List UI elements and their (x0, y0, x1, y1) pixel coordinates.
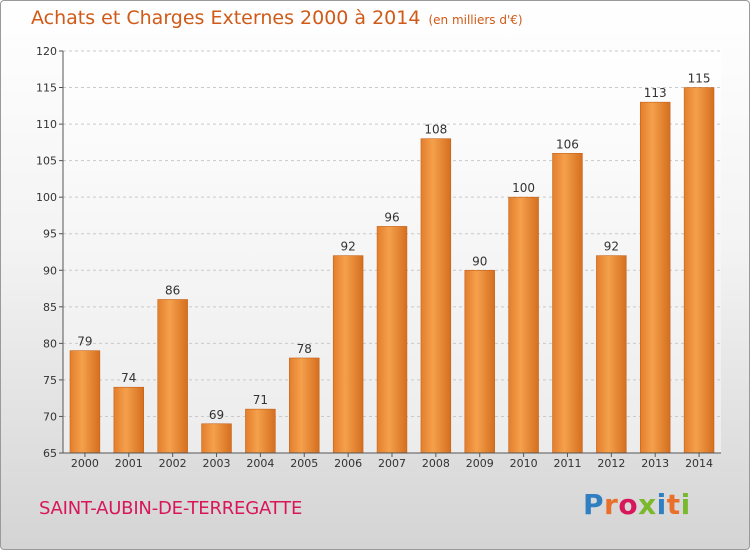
y-tick-label: 70 (43, 410, 57, 423)
bar-2013 (639, 101, 671, 454)
data-label: 108 (424, 123, 447, 137)
y-tick-label: 120 (36, 45, 57, 58)
x-tick-label: 2008 (422, 457, 450, 470)
logo-letter: t (666, 488, 681, 521)
bar-2008 (420, 138, 452, 454)
data-label: 79 (77, 335, 92, 349)
data-label: 92 (604, 240, 619, 254)
x-tick-label: 2000 (71, 457, 99, 470)
y-tick-label: 85 (43, 301, 57, 314)
x-tick-label: 2001 (115, 457, 143, 470)
bars-layer (69, 87, 715, 454)
x-tick-label: 2004 (246, 457, 274, 470)
data-label: 78 (297, 342, 312, 356)
title-text: Achats et Charges Externes 2000 à 2014 (31, 7, 421, 29)
data-label: 86 (165, 284, 180, 298)
axis-layer: 65 70 75 80 85 90 95 100 105 110 115 120 2000 2001 200… (36, 45, 721, 470)
x-tick-label: 2011 (553, 457, 581, 470)
x-tick-label: 2006 (334, 457, 362, 470)
town-name: SAINT-AUBIN-DE-TERREGATTE (39, 498, 303, 519)
bar-2006 (332, 255, 364, 454)
chart-subtitle: (en milliers d'€) (428, 13, 523, 27)
data-label: 106 (556, 137, 579, 151)
x-tick-label: 2013 (641, 457, 669, 470)
x-tick-label: 2005 (290, 457, 318, 470)
logo-letter: x (638, 488, 657, 521)
x-tick-label: 2014 (685, 457, 713, 470)
bar-2010 (508, 196, 539, 454)
bar-2001 (113, 386, 145, 454)
logo-letter: i (680, 488, 691, 521)
bar-2003 (201, 423, 232, 454)
bar-2004 (245, 408, 276, 454)
y-tick-label: 110 (36, 118, 57, 131)
data-label: 74 (121, 371, 136, 385)
data-label: 90 (472, 254, 487, 268)
bar-2000 (69, 350, 101, 454)
data-label: 115 (688, 72, 711, 86)
data-label: 69 (209, 408, 224, 422)
bar-2005 (289, 357, 320, 454)
data-label: 71 (253, 393, 268, 407)
y-tick-label: 80 (43, 337, 57, 350)
data-label: 96 (384, 210, 399, 224)
bar-2014 (683, 87, 715, 454)
y-tick-label: 90 (43, 264, 57, 277)
logo-letter: i (656, 488, 667, 521)
logo-letter: P (583, 488, 605, 521)
labels-layer: 79 74 86 69 71 78 92 96 108 90 100 106 92 113 115 (77, 72, 710, 422)
x-tick-label: 2007 (378, 457, 406, 470)
x-tick-label: 2003 (203, 457, 231, 470)
bar-2011 (552, 153, 583, 454)
y-tick-label: 95 (43, 228, 57, 241)
x-tick-label: 2009 (466, 457, 494, 470)
x-tick-label: 2012 (597, 457, 625, 470)
logo-letter: r (604, 488, 619, 521)
logo-letter: o (618, 488, 639, 521)
x-tick-label: 2010 (510, 457, 538, 470)
chart-title: Achats et Charges Externes 2000 à 2014 (e… (31, 7, 523, 29)
proxiti-logo: Proxiti (583, 488, 691, 521)
bar-2007 (376, 226, 408, 454)
data-label: 113 (644, 86, 667, 100)
y-tick-label: 100 (36, 191, 57, 204)
bar-2012 (596, 255, 627, 454)
y-tick-label: 65 (43, 447, 57, 460)
bar-2009 (464, 269, 495, 454)
data-label: 92 (340, 240, 355, 254)
x-tick-label: 2002 (159, 457, 187, 470)
data-label: 100 (512, 181, 535, 195)
y-tick-label: 115 (36, 82, 57, 95)
bar-2002 (157, 299, 188, 454)
y-tick-label: 75 (43, 374, 57, 387)
y-tick-label: 105 (36, 155, 57, 168)
